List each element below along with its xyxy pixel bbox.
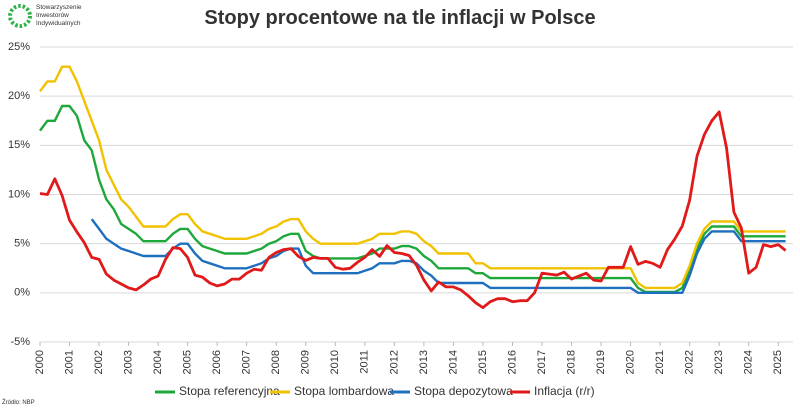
source: Źródło: NBP — [2, 399, 35, 406]
x-tick-label: 2018 — [565, 350, 577, 374]
logo-mark — [8, 4, 32, 28]
x-tick-label: 2011 — [359, 350, 371, 374]
x-tick-label: 2021 — [654, 350, 666, 374]
x-tick-label: 2012 — [388, 350, 400, 374]
x-tick-label: 2010 — [329, 350, 341, 374]
series-line — [39, 65, 786, 290]
series-line — [39, 104, 786, 294]
legend-label: Stopa referencyjna — [179, 384, 280, 398]
logo-text: Stowarzyszenie — [36, 4, 82, 11]
x-tick-label: 2014 — [447, 350, 459, 374]
series-line — [39, 110, 787, 309]
x-tick-label: 2016 — [506, 350, 518, 374]
x-tick-label: 2025 — [772, 350, 784, 374]
legend: Stopa referencyjna Stopa lombardowa Stopa … — [155, 384, 595, 398]
legend-label: Stopa lombardowa — [294, 384, 394, 398]
legend-label: Stopa depozytowa — [414, 384, 513, 398]
x-tick-label: 2023 — [713, 350, 725, 374]
x-tick-label: 2007 — [241, 350, 253, 374]
x-tick-label: 2022 — [684, 350, 696, 374]
y-tick-label: 0% — [14, 287, 30, 299]
x-tick-label: 2008 — [270, 350, 282, 374]
x-tick-label: 2017 — [536, 350, 548, 374]
y-tick-label: 5% — [14, 238, 30, 250]
y-tick-label: 20% — [8, 90, 30, 102]
x-tick-label: 2005 — [182, 350, 194, 374]
y-tick-label: 25% — [8, 41, 30, 53]
x-tick-label: 2000 — [34, 350, 46, 374]
x-tick-label: 2002 — [93, 350, 105, 374]
x-tick-label: 2015 — [477, 350, 489, 374]
y-tick-label: -5% — [10, 336, 30, 348]
logo: Stowarzyszenie Inwestorów Indywidualnych — [8, 4, 82, 28]
logo-text: Inwestorów — [36, 12, 69, 19]
x-tick-label: 2003 — [122, 350, 134, 374]
y-tick-label: 10% — [8, 188, 30, 200]
y-tick-label: 15% — [8, 139, 30, 151]
logo-text: Indywidualnych — [36, 20, 81, 27]
chart-title: Stopy procentowe na tle inflacji w Polsc… — [204, 7, 595, 29]
x-tick-label: 2004 — [152, 350, 164, 374]
legend-label: Inflacja (r/r) — [534, 384, 595, 398]
x-tick-label: 2024 — [743, 350, 755, 374]
x-tick-label: 2019 — [595, 350, 607, 374]
x-tick-label: 2006 — [211, 350, 223, 374]
x-tick-label: 2001 — [63, 350, 75, 374]
x-tick-label: 2020 — [624, 350, 636, 374]
x-tick-label: 2009 — [300, 350, 312, 374]
x-tick-label: 2013 — [418, 350, 430, 374]
